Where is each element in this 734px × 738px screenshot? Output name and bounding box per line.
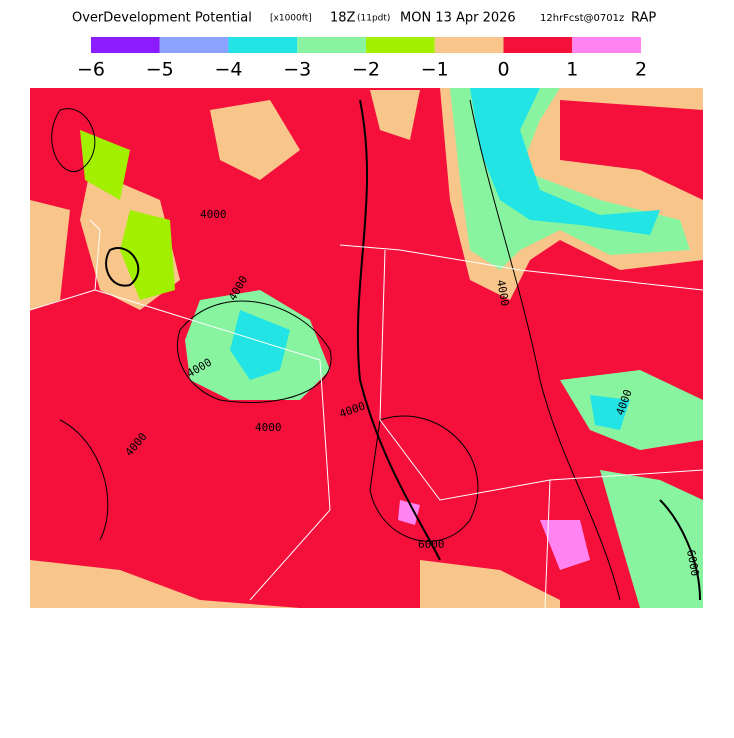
field-cyan bbox=[470, 88, 660, 235]
time: 18Z bbox=[330, 11, 356, 26]
contour bbox=[105, 247, 140, 287]
field-green bbox=[600, 470, 703, 608]
colorbar-segment bbox=[366, 37, 435, 53]
field-tan bbox=[420, 560, 560, 608]
colorbar-tick-label: 2 bbox=[635, 59, 647, 81]
field-tan bbox=[30, 560, 300, 608]
field-green bbox=[560, 370, 703, 450]
contour-label: 4000 bbox=[255, 421, 282, 434]
contour bbox=[59, 419, 109, 541]
colorbar-segment bbox=[91, 37, 160, 53]
colorbar-segment bbox=[228, 37, 298, 53]
field-lime bbox=[80, 130, 130, 200]
model: RAP bbox=[631, 11, 656, 26]
colorbar-tick-label: −6 bbox=[77, 59, 105, 81]
field-pink bbox=[540, 520, 590, 570]
colorbar-segment bbox=[297, 37, 366, 53]
field-pink bbox=[398, 500, 420, 525]
field-tan bbox=[210, 100, 300, 180]
field-tan bbox=[30, 200, 70, 310]
title-text: OverDevelopment Potential bbox=[72, 11, 252, 26]
local-time: (11pdt) bbox=[357, 14, 390, 24]
contour-label: 4000 bbox=[494, 279, 511, 307]
colorbar: −6 −5 −4 −3 −2 −1 0 1 2 bbox=[77, 37, 647, 81]
colorbar-tick-label: −3 bbox=[283, 59, 311, 81]
contour bbox=[369, 415, 479, 542]
colorbar-segment bbox=[503, 37, 573, 53]
map: 4000 4000 4000 4000 4000 4000 4000 6000 … bbox=[30, 88, 703, 608]
contour-label: 4000 bbox=[200, 208, 227, 221]
contour bbox=[659, 499, 701, 601]
state-border bbox=[30, 219, 703, 608]
colorbar-tick-label: −5 bbox=[146, 59, 174, 81]
contour-label: 6000 bbox=[418, 538, 445, 551]
colorbar-segment bbox=[159, 37, 229, 53]
forecast: 12hrFcst@0701z bbox=[540, 13, 624, 24]
colorbar-tick-label: −4 bbox=[214, 59, 242, 81]
contour bbox=[51, 108, 96, 173]
units: [x1000ft] bbox=[270, 14, 312, 24]
colorbar-tick-label: −1 bbox=[421, 59, 449, 81]
field-cyan bbox=[230, 310, 290, 380]
title: OverDevelopment Potential [x1000ft] 18Z … bbox=[72, 11, 656, 26]
field-cyan bbox=[590, 395, 630, 430]
contour bbox=[469, 99, 621, 601]
colorbar-tick-label: 0 bbox=[497, 59, 509, 81]
colorbar-segment bbox=[434, 37, 504, 53]
colorbar-tick-label: 1 bbox=[566, 59, 578, 81]
field-lime bbox=[120, 210, 175, 300]
contour bbox=[356, 99, 441, 561]
field-tan bbox=[370, 90, 420, 140]
date: MON 13 Apr 2026 bbox=[400, 11, 516, 26]
contour-label: 6000 bbox=[684, 549, 701, 577]
colorbar-tick-label: −2 bbox=[352, 59, 380, 81]
colorbar-segment bbox=[572, 37, 641, 53]
